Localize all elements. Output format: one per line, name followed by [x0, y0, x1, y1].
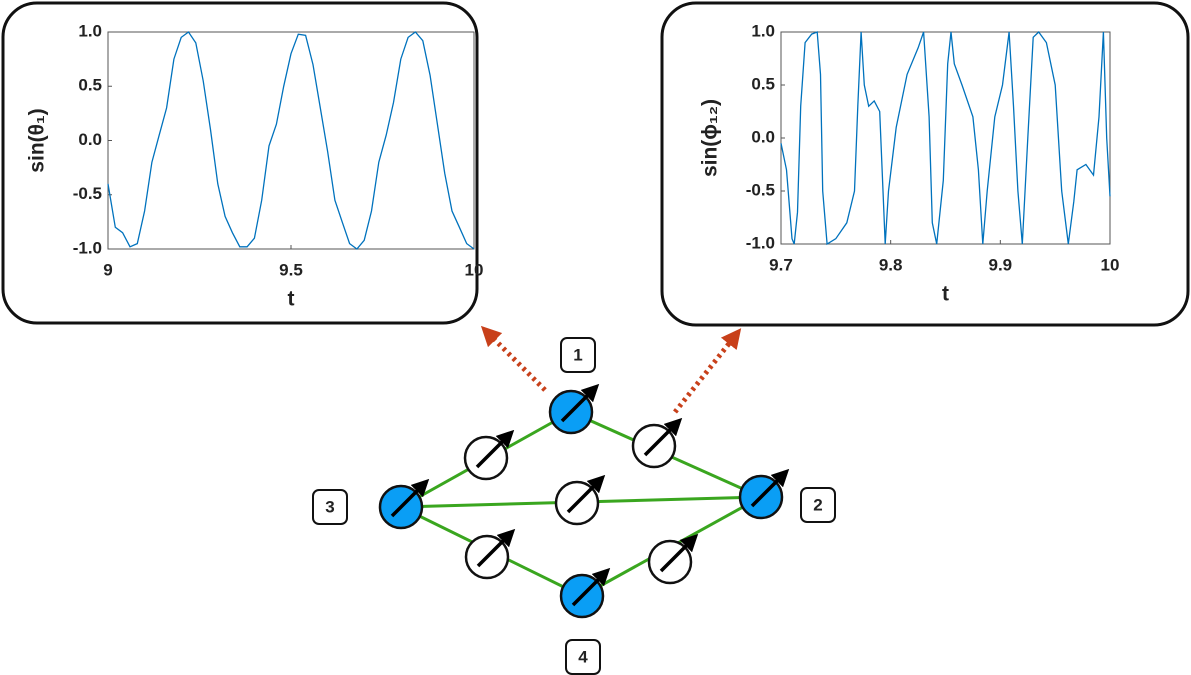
y-tick-label: 0.5	[78, 76, 102, 95]
y-tick-label: 0.0	[78, 130, 102, 149]
oscillators	[378, 383, 790, 619]
y-tick-label: -0.5	[73, 184, 102, 203]
y-axis-label: sin(θ₁)	[26, 108, 49, 172]
x-tick-label: 9.8	[879, 255, 903, 274]
x-tick-label: 9	[103, 260, 112, 279]
x-tick-label: 10	[1101, 255, 1120, 274]
phase-arrow	[476, 528, 516, 568]
phase-arrow	[643, 417, 683, 457]
node-labels	[312, 337, 836, 675]
y-tick-label: 1.0	[751, 21, 775, 40]
node-label: 4	[578, 647, 588, 666]
x-axis-label: t	[942, 283, 949, 306]
node-label: 3	[325, 497, 334, 516]
curve	[107, 31, 475, 250]
curve	[780, 31, 1111, 246]
x-axis-label: t	[288, 288, 295, 311]
node-label: 1	[573, 345, 582, 364]
phase-arrow	[390, 478, 430, 518]
y-tick-label: -0.5	[746, 180, 775, 199]
y-axis-label: sin(ϕ₁₂)	[699, 99, 722, 177]
x-tick-label: 10	[465, 260, 484, 279]
panel	[660, 1, 1190, 327]
x-tick-label: 9.5	[279, 260, 303, 279]
y-tick-label: -1.0	[746, 233, 775, 252]
node-label: 2	[813, 495, 822, 514]
x-tick-label: 9.7	[769, 255, 793, 274]
y-tick-label: 0.0	[751, 127, 775, 146]
phase-arrow	[571, 567, 611, 607]
y-tick-label: 0.5	[751, 74, 775, 93]
phase-arrow	[659, 533, 699, 573]
panel	[1, 1, 479, 325]
x-tick-label: 9.9	[989, 255, 1013, 274]
y-tick-label: -1.0	[73, 238, 102, 257]
phase-arrow	[750, 468, 790, 508]
phase-arrow	[475, 429, 515, 469]
phase-arrow	[560, 383, 600, 423]
pointer-arrow	[673, 328, 742, 414]
plot-area	[107, 31, 475, 250]
phase-arrow	[566, 474, 606, 514]
pointer-arrow	[480, 325, 547, 392]
y-tick-label: 1.0	[78, 21, 102, 40]
